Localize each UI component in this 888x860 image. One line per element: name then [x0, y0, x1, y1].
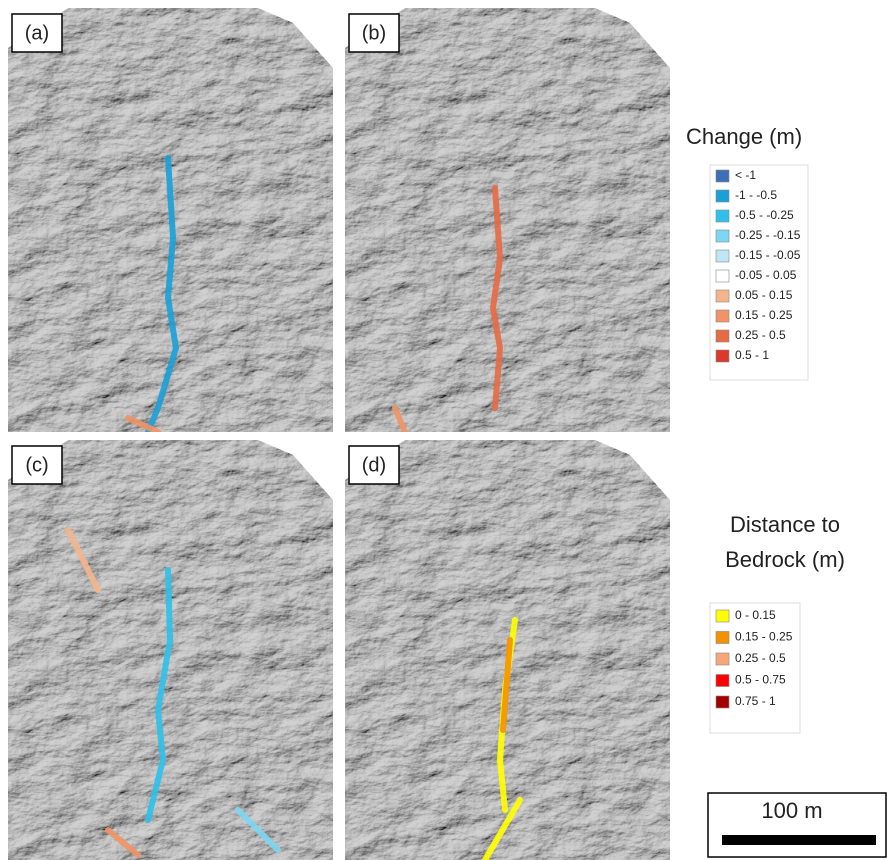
legend-label: 0.25 - 0.5: [735, 328, 786, 342]
legend-label: -0.15 - -0.05: [735, 248, 801, 262]
terrain: [345, 440, 670, 860]
legend-swatch: [716, 610, 729, 622]
legend-box: [710, 603, 800, 733]
legend-label: 0 - 0.15: [735, 608, 776, 622]
panel-label: (b): [362, 22, 386, 44]
legend-label: -1 - -0.5: [735, 188, 777, 202]
scale-label: 100 m: [761, 798, 822, 823]
legend-swatch: [716, 632, 729, 644]
legend-label: 0.5 - 0.75: [735, 673, 786, 687]
legend-label: 0.15 - 0.25: [735, 630, 793, 644]
panel-label: (a): [25, 22, 49, 44]
legend-swatch: [716, 210, 729, 222]
map-panel: (c): [8, 440, 333, 860]
legend-swatch: [716, 696, 729, 708]
legend-label: 0.05 - 0.15: [735, 288, 793, 302]
legend-label: -0.25 - -0.15: [735, 228, 801, 242]
legend-label: 0.25 - 0.5: [735, 651, 786, 665]
legend-swatch: [716, 290, 729, 302]
legend-label: 0.75 - 1: [735, 694, 776, 708]
map-panel: (b): [345, 8, 670, 432]
legend-swatch: [716, 230, 729, 242]
legend-label: -0.5 - -0.25: [735, 208, 794, 222]
terrain: [8, 8, 333, 432]
legend-title: Bedrock (m): [725, 547, 845, 572]
legend-label: < -1: [735, 168, 756, 182]
legend-title: Distance to: [730, 512, 840, 537]
legend-swatch: [716, 350, 729, 362]
figure-canvas: Change (m) < -1 -1 - -0.5 -0.5 - -0.25 -0.2…: [0, 0, 888, 860]
legend-label: 0.15 - 0.25: [735, 308, 793, 322]
legend-swatch: [716, 270, 729, 282]
panel-label: (d): [362, 454, 386, 476]
map-panel: (a): [8, 8, 333, 432]
legend-swatch: [716, 330, 729, 342]
terrain: [345, 8, 670, 432]
legend-title: Change (m): [686, 124, 802, 149]
legend-swatch: [716, 170, 729, 182]
legend-label: 0.5 - 1: [735, 348, 769, 362]
map-panel: (d): [345, 440, 670, 860]
legend-swatch: [716, 190, 729, 202]
figure: Change (m) < -1 -1 - -0.5 -0.5 - -0.25 -0.2…: [0, 0, 888, 860]
legend-swatch: [716, 675, 729, 687]
panel-label: (c): [25, 454, 48, 476]
shade: [345, 8, 670, 432]
legend-swatch: [716, 310, 729, 322]
legend-label: -0.05 - 0.05: [735, 268, 797, 282]
terrain: [8, 440, 333, 860]
scale-bar: [722, 835, 876, 845]
legend-swatch: [716, 653, 729, 665]
legend-swatch: [716, 250, 729, 262]
